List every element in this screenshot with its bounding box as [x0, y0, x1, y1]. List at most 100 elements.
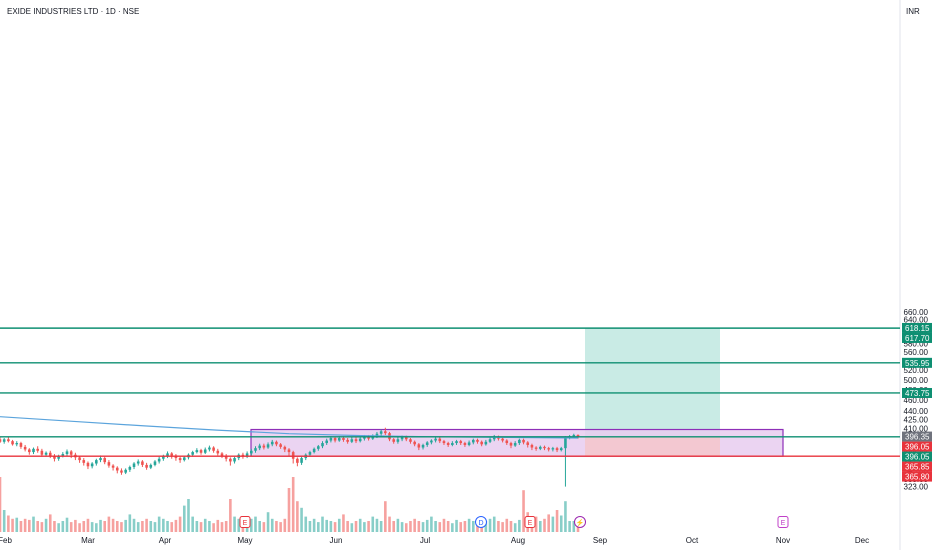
volume-bars — [0, 477, 580, 532]
volume-bar — [262, 522, 266, 532]
volume-bar — [279, 522, 282, 532]
time-tick-label: Nov — [776, 536, 790, 545]
time-tick-label: Sep — [593, 536, 608, 545]
candle-body — [518, 439, 521, 444]
volume-bar — [74, 519, 77, 532]
candle-body — [166, 453, 169, 457]
time-tick-label: Apr — [159, 536, 172, 545]
volume-bar — [57, 523, 60, 532]
volume-bar — [329, 521, 333, 532]
volume-bar — [229, 499, 232, 532]
candle-body — [492, 436, 496, 440]
time-tick-label: Feb — [0, 536, 12, 545]
volume-bar — [28, 519, 31, 532]
price-tick-label: 560.00 — [904, 348, 929, 357]
volume-bar — [438, 522, 442, 532]
volume-bar — [388, 516, 391, 532]
volume-bar — [258, 521, 261, 532]
volume-bar — [69, 522, 73, 532]
candle-body — [451, 443, 454, 445]
volume-bar — [296, 501, 299, 532]
candle-body — [182, 457, 186, 461]
volume-bar — [157, 516, 161, 532]
volume-bar — [392, 521, 396, 532]
volume-bar — [19, 521, 23, 532]
candle-body — [195, 450, 199, 453]
candle-body — [270, 441, 274, 445]
candle-body — [90, 463, 94, 467]
volume-bar — [115, 521, 119, 532]
candle-body — [250, 450, 253, 454]
volume-bar — [195, 521, 199, 532]
event-markers[interactable]: E D E ⚡ E — [239, 516, 789, 528]
price-tag-label: 618.15 — [905, 324, 930, 333]
candle-body — [208, 447, 211, 450]
volume-bar — [505, 518, 509, 532]
price-tick-label: 500.00 — [904, 376, 929, 385]
volume-bar — [534, 516, 538, 532]
candle-body — [78, 457, 81, 461]
candle-body — [0, 439, 2, 442]
volume-bar — [304, 516, 308, 532]
stop-zone — [585, 436, 720, 457]
candle-body — [396, 439, 400, 442]
candle-body — [2, 439, 6, 442]
volume-bar — [564, 501, 567, 532]
candle-body — [36, 448, 39, 451]
drawing-zones[interactable] — [250, 328, 784, 457]
candle-body — [526, 442, 530, 445]
volume-bar — [191, 516, 194, 532]
candle-body — [438, 438, 442, 442]
volume-bar — [442, 518, 446, 532]
candle-body — [425, 442, 429, 445]
volume-bar — [467, 518, 471, 532]
volume-bar — [413, 518, 416, 532]
candle-body — [342, 438, 345, 440]
time-axis[interactable]: Feb Mar Apr May Jun Jul Aug Sep Oct Nov Dec — [0, 536, 869, 545]
candle-body — [254, 448, 257, 451]
candle-body — [501, 438, 504, 441]
candle-body — [430, 440, 433, 443]
volume-bar — [342, 514, 345, 532]
candle-body — [266, 444, 270, 448]
volume-bar — [492, 516, 496, 532]
volume-bar — [266, 512, 270, 532]
volume-bar — [547, 514, 550, 532]
volume-bar — [375, 518, 379, 532]
candle-body — [488, 439, 492, 442]
candle-body — [446, 443, 450, 445]
volume-bar — [308, 521, 312, 532]
candle-body — [467, 442, 471, 445]
volume-bar — [367, 521, 370, 532]
price-tag-label: 396.05 — [905, 453, 930, 462]
candle-body — [455, 441, 458, 444]
candle-body — [354, 439, 358, 442]
volume-bar — [325, 519, 328, 532]
candle-body — [153, 461, 157, 465]
volume-bar — [484, 521, 488, 532]
candle-body — [409, 439, 412, 442]
candle-body — [216, 450, 220, 454]
volume-bar — [216, 519, 220, 532]
event-label: E — [528, 520, 533, 527]
currency-label: INR — [906, 7, 920, 16]
candle-body — [69, 451, 73, 455]
price-tag — [902, 461, 932, 472]
volume-bar — [212, 523, 215, 532]
event-marker — [239, 516, 251, 528]
event-marker — [475, 516, 487, 528]
volume-bar — [300, 507, 303, 532]
time-tick-label: Mar — [81, 536, 95, 545]
horizontal-levels[interactable] — [0, 327, 900, 457]
candle-body — [543, 446, 546, 449]
candle-body — [375, 433, 379, 437]
candle-body — [23, 446, 27, 450]
volume-bar — [509, 521, 513, 532]
volume-bar — [141, 521, 144, 532]
price-tag — [902, 441, 932, 452]
volume-bar — [333, 522, 337, 532]
volume-bar — [23, 518, 27, 532]
volume-bar — [455, 519, 458, 532]
